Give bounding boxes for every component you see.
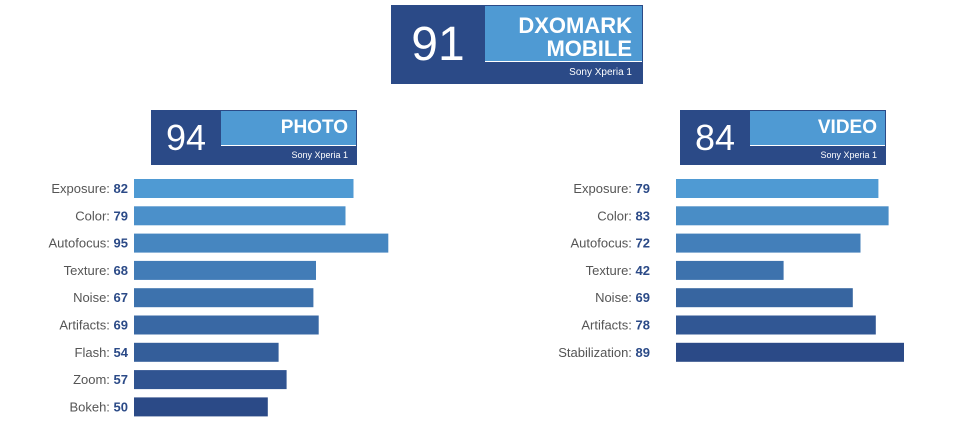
video-label-artifacts: Artifacts: 78	[581, 318, 650, 333]
video-bar-stabilization	[676, 342, 904, 362]
photo-label-artifacts: Artifacts: 69	[59, 318, 128, 333]
video-title: VIDEO	[750, 111, 885, 145]
photo-label-exposure: Exposure: 82	[51, 181, 128, 196]
video-model: Sony Xperia 1	[750, 144, 885, 164]
overall-model: Sony Xperia 1	[485, 60, 642, 83]
video-label-noise: Noise: 69	[595, 290, 650, 305]
photo-bar-zoom	[134, 370, 287, 390]
video-label-stabilization: Stabilization: 89	[558, 345, 650, 360]
photo-title: PHOTO	[221, 111, 356, 145]
photo-bar-autofocus	[134, 233, 389, 253]
video-bar-exposure	[676, 179, 879, 198]
photo-label-noise: Noise: 67	[73, 290, 128, 305]
photo-bar-bokeh	[134, 397, 268, 417]
photo-bar-color	[134, 206, 346, 226]
overall-title-block: DXOMARK MOBILE Sony Xperia 1	[485, 5, 643, 84]
photo-label-zoom: Zoom: 57	[73, 372, 128, 387]
video-label-color: Color: 83	[597, 208, 650, 223]
photo-label-color: Color: 79	[75, 208, 128, 223]
photo-label-texture: Texture: 68	[64, 263, 128, 278]
photo-model: Sony Xperia 1	[221, 144, 356, 164]
video-score: 84	[680, 110, 750, 165]
video-score-badge: 84 VIDEO Sony Xperia 1	[680, 110, 886, 165]
photo-label-flash: Flash: 54	[75, 345, 129, 360]
video-bar-autofocus	[676, 233, 861, 253]
photo-title-block: PHOTO Sony Xperia 1	[221, 110, 357, 165]
video-label-exposure: Exposure: 79	[573, 181, 650, 196]
photo-label-autofocus: Autofocus: 95	[48, 236, 128, 251]
video-label-autofocus: Autofocus: 72	[570, 236, 650, 251]
photo-bar-artifacts	[134, 315, 319, 335]
overall-title-line1: DXOMARK	[518, 13, 632, 38]
photo-score: 94	[151, 110, 221, 165]
photo-bar-exposure	[134, 179, 354, 198]
video-label-texture: Texture: 42	[586, 263, 650, 278]
photo-score-badge: 94 PHOTO Sony Xperia 1	[151, 110, 357, 165]
photo-bar-noise	[134, 288, 314, 308]
overall-score-badge: 91 DXOMARK MOBILE Sony Xperia 1	[391, 5, 643, 84]
overall-title-line2: MOBILE	[546, 36, 632, 61]
video-bar-color	[676, 206, 889, 226]
photo-bar-flash	[134, 342, 279, 362]
photo-label-bokeh: Bokeh: 50	[69, 399, 128, 414]
video-bar-noise	[676, 288, 853, 308]
video-title-block: VIDEO Sony Xperia 1	[750, 110, 886, 165]
photo-bar-texture	[134, 260, 316, 280]
overall-score: 91	[391, 5, 485, 84]
video-bar-artifacts	[676, 315, 876, 335]
overall-title: DXOMARK MOBILE	[485, 6, 642, 61]
video-bar-texture	[676, 260, 784, 280]
